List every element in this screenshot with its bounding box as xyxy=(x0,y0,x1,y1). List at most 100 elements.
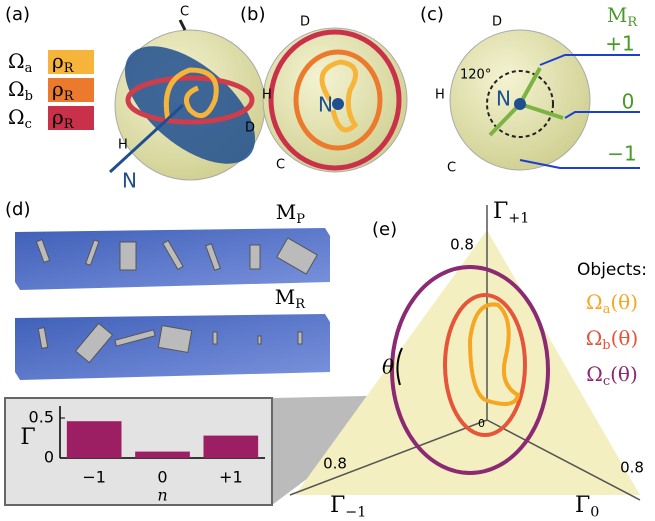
panel-label: (e) xyxy=(372,219,397,240)
symbol: ρ xyxy=(52,77,64,101)
x-tick-label: 0 xyxy=(157,468,167,487)
ring xyxy=(125,75,255,125)
center-dot xyxy=(514,98,526,110)
arrow xyxy=(108,103,185,174)
legend-swatch xyxy=(48,106,94,130)
symbol: Ω xyxy=(8,49,25,73)
argument: (θ) xyxy=(610,290,638,314)
center-label: N xyxy=(318,93,333,117)
axis-label: C xyxy=(180,5,189,20)
legend-rho: ρR xyxy=(52,105,75,132)
panel-label: (b) xyxy=(240,4,265,25)
bar xyxy=(203,435,259,458)
curve xyxy=(163,67,219,121)
scale-label: 0.8 xyxy=(450,236,474,254)
simplex-axes xyxy=(289,205,641,501)
mr-label: MR xyxy=(275,285,306,312)
center-label: N xyxy=(496,87,511,111)
legend-omega: Ωa xyxy=(8,49,33,76)
symbol: M xyxy=(275,285,295,309)
y-axis-label: Γ xyxy=(20,425,35,450)
legend-title: Objects: xyxy=(577,260,647,280)
mp-label: MP xyxy=(276,200,305,227)
center-dot xyxy=(332,98,344,110)
angle-label: 120° xyxy=(460,68,491,83)
level-label: +1 xyxy=(605,32,634,56)
subscript: R xyxy=(64,117,75,132)
mr-label: MR xyxy=(607,3,638,30)
subscript: P xyxy=(296,212,305,227)
objects xyxy=(35,237,318,364)
axis-label: H xyxy=(435,88,445,103)
normal-label: N xyxy=(122,169,137,193)
scale-label: 0.8 xyxy=(620,459,644,477)
symbol: Ω xyxy=(8,105,25,129)
subscript: b xyxy=(25,89,33,104)
subscript: c xyxy=(25,117,32,132)
theta-arrow xyxy=(396,347,403,386)
subscript: b xyxy=(602,338,610,353)
panel-label: (c) xyxy=(420,4,444,25)
y-tick-label: 0 xyxy=(44,448,54,467)
vertex-label: Γ−1 xyxy=(330,493,366,521)
axis-label: H xyxy=(262,88,272,103)
origin-label: 0 xyxy=(478,417,485,430)
symbol: Γ xyxy=(575,493,590,518)
symbol: Γ xyxy=(493,199,508,224)
curve xyxy=(319,59,359,133)
scale-label: 0.8 xyxy=(323,455,347,473)
panel-label: (a) xyxy=(5,4,30,25)
vertex-label: Γ+1 xyxy=(493,199,529,227)
axis xyxy=(178,19,187,31)
loop-b xyxy=(443,293,527,437)
level-label: −1 xyxy=(607,142,636,166)
legend-rho: ρR xyxy=(52,77,75,104)
subscript: R xyxy=(627,15,638,30)
subscript: a xyxy=(603,302,611,317)
rotation xyxy=(486,70,554,138)
symbol: ρ xyxy=(52,105,64,129)
symbol: Γ xyxy=(330,493,345,518)
theta-label: θ xyxy=(382,355,394,379)
symbol: Ω xyxy=(586,290,603,314)
symbol: Ω xyxy=(8,77,25,101)
x-tick-label: −1 xyxy=(82,468,106,487)
level-lines xyxy=(519,54,640,169)
axis-label: H xyxy=(118,138,128,153)
axis-label: D xyxy=(300,15,310,30)
axis-label: C xyxy=(447,161,456,176)
ring xyxy=(293,49,383,151)
axis-label: D xyxy=(492,15,502,30)
argument: (θ) xyxy=(611,326,639,350)
subscript: a xyxy=(25,61,33,76)
legend-omega: Ωc xyxy=(8,105,32,132)
loop-c xyxy=(390,265,550,475)
legend-rho: ρR xyxy=(52,49,75,76)
legend-omega: Ωb xyxy=(8,77,33,104)
legend-entry: Ωa(θ) xyxy=(586,290,638,317)
argument: (θ) xyxy=(610,362,638,386)
panel-label: (d) xyxy=(5,199,30,220)
simplex xyxy=(295,230,640,495)
level-label: 0 xyxy=(622,90,635,114)
symbol: M xyxy=(276,200,296,224)
symbol: M xyxy=(607,3,627,27)
subscript: +1 xyxy=(508,211,529,227)
legend-swatch xyxy=(48,50,94,74)
x-axis-label: n xyxy=(157,486,167,505)
bar xyxy=(66,421,122,458)
axis-label: C xyxy=(276,158,285,173)
vertex-label: Γ0 xyxy=(575,493,599,521)
subscript: −1 xyxy=(345,505,366,521)
axis-label: D xyxy=(245,121,255,136)
legend-swatch xyxy=(48,78,94,102)
symbol: Ω xyxy=(586,362,603,386)
bar xyxy=(135,451,190,458)
legend-entry: Ωc(θ) xyxy=(586,362,638,389)
x-tick-label: +1 xyxy=(219,468,243,487)
subscript: R xyxy=(64,89,75,104)
loop-a xyxy=(467,302,521,406)
y-tick-label: 0.5 xyxy=(29,408,54,427)
symbol: ρ xyxy=(52,49,64,73)
